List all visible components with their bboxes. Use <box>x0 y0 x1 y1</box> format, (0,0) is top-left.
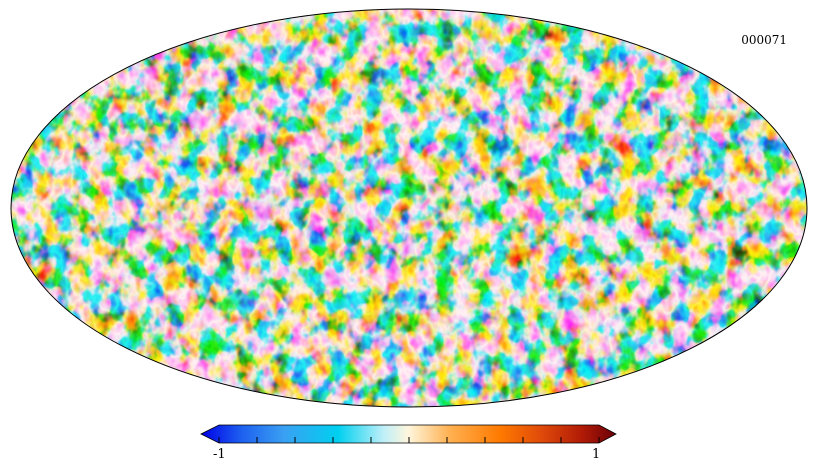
colorbar-max-label: 1 <box>592 447 601 462</box>
map-id-label: 000071 <box>741 33 787 47</box>
colorbar-ticks <box>218 437 600 443</box>
mollweide-field <box>11 9 807 407</box>
map-outline <box>10 8 808 408</box>
colorbar-min-label: -1 <box>213 447 226 462</box>
colorbar <box>200 424 617 444</box>
